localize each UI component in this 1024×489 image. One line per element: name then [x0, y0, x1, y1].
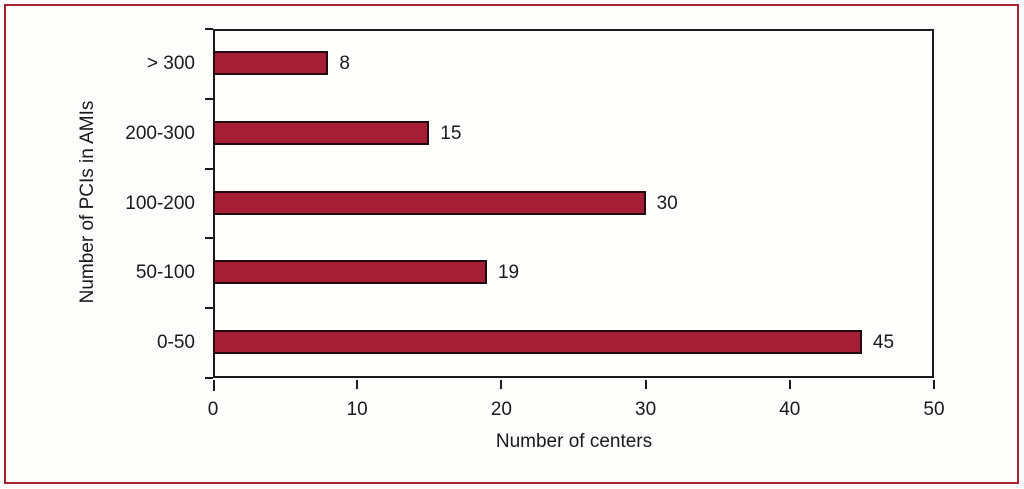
- x-tick-label: 40: [779, 399, 801, 420]
- bar--300: [213, 50, 329, 75]
- y-tick-mark: [205, 28, 213, 30]
- y-tick-mark: [205, 307, 213, 310]
- y-category-label: 0-50: [156, 332, 195, 354]
- x-tick-label: 10: [346, 399, 368, 420]
- bar-value-label: 15: [440, 122, 462, 144]
- x-tick-mark: [933, 380, 935, 389]
- x-tick-mark: [500, 380, 503, 389]
- y-tick-mark: [205, 97, 213, 100]
- x-tick-label: 0: [207, 399, 219, 420]
- y-category-label: 200-300: [125, 122, 195, 144]
- bar-50-100: [213, 260, 487, 285]
- bar-value-label: 8: [339, 52, 350, 74]
- x-axis-title: Number of centers: [495, 431, 653, 452]
- x-tick-mark: [788, 380, 791, 389]
- y-category-label: 50-100: [135, 262, 195, 284]
- y-category-label: 100-200: [125, 192, 195, 214]
- bar-value-label: 45: [872, 332, 895, 354]
- x-tick-label: 50: [923, 399, 945, 420]
- x-tick-label: 30: [635, 399, 657, 420]
- y-category-label: > 300: [146, 52, 195, 74]
- bar-200-300: [213, 120, 430, 145]
- y-axis-title: Number of PCIs in AMIs: [77, 100, 98, 304]
- y-tick-mark: [205, 167, 213, 170]
- y-axis-extension: [213, 380, 215, 391]
- bar-0-50: [213, 330, 862, 355]
- y-tick-mark: [205, 377, 213, 379]
- y-tick-mark: [205, 237, 213, 240]
- x-tick-label: 20: [490, 399, 512, 420]
- bar-value-label: 30: [656, 192, 678, 214]
- bar-100-200: [213, 190, 646, 215]
- x-tick-mark: [356, 380, 359, 389]
- bar-value-label: 19: [497, 262, 520, 284]
- x-tick-mark: [644, 380, 647, 389]
